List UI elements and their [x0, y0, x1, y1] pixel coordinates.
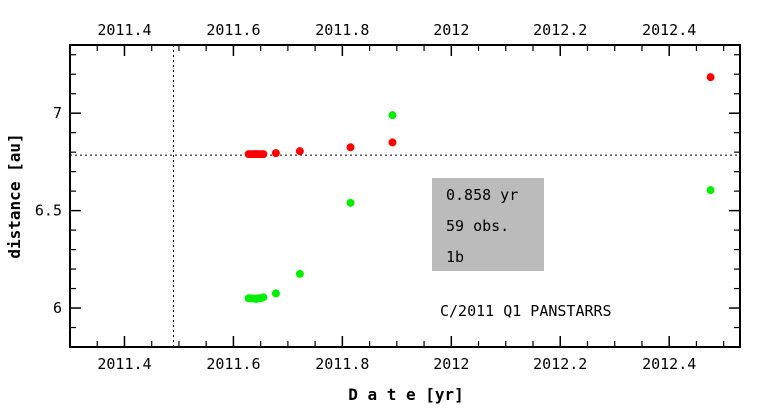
red-data-point — [259, 150, 268, 159]
green-data-point — [388, 111, 397, 120]
x-tick-label-top: 2012 — [433, 21, 469, 39]
x-tick-label-top: 2012.4 — [642, 21, 696, 39]
x-tick-label: 2012.2 — [533, 355, 587, 373]
data-points — [244, 73, 715, 303]
green-data-point — [259, 293, 268, 302]
x-tick-label-top: 2011.6 — [206, 21, 260, 39]
green-data-point — [706, 186, 715, 195]
red-data-point — [346, 143, 355, 152]
annotation-line-3: 1b — [446, 248, 464, 266]
green-data-point — [271, 289, 280, 298]
red-data-point — [271, 149, 280, 158]
object-name: C/2011 Q1 PANSTARRS — [440, 302, 612, 320]
x-tick-label-top: 2012.2 — [533, 21, 587, 39]
plot-frame — [69, 44, 741, 348]
axis-ticks: 2011.4 2011.4 2011.6 2011.6 2011.8 2011.8 2012… — [35, 21, 740, 373]
y-tick-label: 7 — [53, 104, 62, 122]
x-tick-label: 2012.4 — [642, 355, 696, 373]
annotation-line-2: 59 obs. — [446, 217, 509, 235]
x-tick-label: 2012 — [433, 355, 469, 373]
red-data-point — [706, 73, 715, 82]
x-tick-label-top: 2011.8 — [315, 21, 369, 39]
annotation-box — [432, 178, 544, 271]
green-data-point — [346, 198, 355, 207]
y-tick-label: 6 — [53, 299, 62, 317]
green-data-point — [295, 269, 304, 278]
y-tick-label: 6.5 — [35, 202, 62, 220]
y-axis-label: distance [au] — [5, 133, 24, 258]
x-tick-label-top: 2011.4 — [97, 21, 151, 39]
x-tick-label: 2011.6 — [206, 355, 260, 373]
reference-lines — [70, 45, 740, 347]
x-tick-label: 2011.8 — [315, 355, 369, 373]
x-tick-label: 2011.4 — [97, 355, 151, 373]
annotation-line-1: 0.858 yr — [446, 186, 518, 204]
red-data-point — [295, 147, 304, 156]
x-axis-label: D a t e [yr] — [348, 385, 464, 404]
red-data-point — [388, 138, 397, 147]
